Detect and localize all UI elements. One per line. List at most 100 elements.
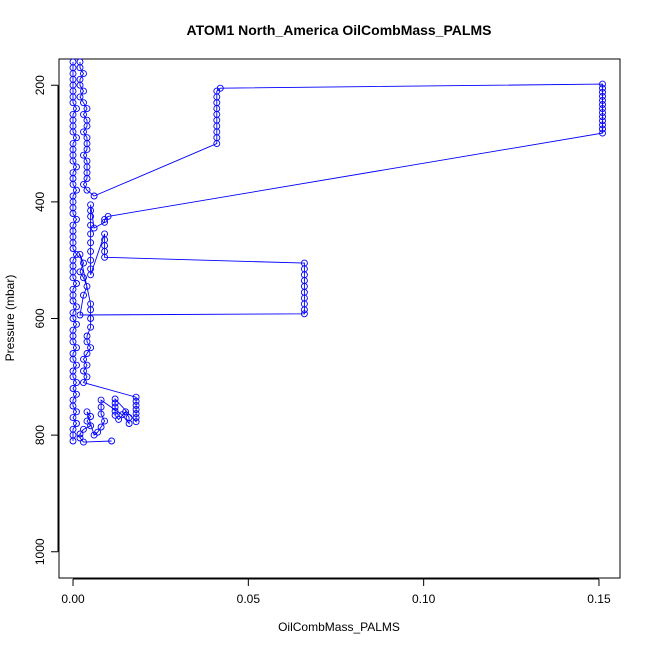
data-point <box>97 403 105 411</box>
data-point <box>76 81 84 89</box>
data-point <box>83 417 91 425</box>
data-point <box>80 355 87 363</box>
data-point <box>69 326 77 334</box>
data-point <box>83 361 91 369</box>
data-point <box>125 420 133 427</box>
data-point <box>73 280 80 287</box>
data-point <box>80 274 87 282</box>
data-point <box>83 122 91 130</box>
data-point <box>87 344 95 352</box>
data-point <box>216 84 224 92</box>
data-point <box>73 163 80 171</box>
y-tick-label: 800 <box>33 425 47 445</box>
data-point <box>73 408 80 416</box>
plot-area <box>69 58 606 446</box>
data-point <box>80 180 87 188</box>
data-point <box>111 407 119 415</box>
data-point <box>83 145 91 153</box>
data-point <box>87 239 95 247</box>
data-point <box>69 285 77 293</box>
chart-title: ATOM1 North_America OilCombMass_PALMS <box>187 22 492 38</box>
data-point <box>69 414 77 422</box>
x-tick-label: 0.05 <box>237 592 261 606</box>
data-point <box>599 113 606 121</box>
data-point <box>87 422 95 430</box>
data-point <box>80 151 87 159</box>
data-point <box>132 393 140 401</box>
data-point <box>599 92 606 100</box>
data-point <box>73 344 80 352</box>
data-point <box>87 306 95 314</box>
data-point <box>73 320 80 328</box>
data-point <box>97 410 105 418</box>
data-point <box>69 309 77 317</box>
data-point <box>87 230 95 238</box>
data-point <box>111 399 119 407</box>
x-tick-label: 0.00 <box>61 592 85 606</box>
y-axis: 200 400 600 800 1000 <box>33 75 59 565</box>
data-point <box>80 379 87 387</box>
data-point <box>101 218 109 226</box>
data-point <box>132 401 140 409</box>
data-point <box>87 315 95 322</box>
data-point <box>97 423 105 431</box>
data-point <box>599 96 606 104</box>
data-point <box>83 338 91 346</box>
data-point <box>599 125 606 133</box>
data-point <box>80 70 87 78</box>
data-point <box>300 306 308 314</box>
data-point <box>80 259 87 267</box>
data-point <box>83 186 91 194</box>
data-point <box>73 250 80 258</box>
x-axis: 0.00 0.05 0.10 0.15 <box>61 578 611 606</box>
data-point <box>87 271 95 279</box>
data-point <box>73 361 80 369</box>
data-point <box>69 256 77 264</box>
data-point <box>87 323 95 331</box>
data-point <box>111 411 119 419</box>
data-point <box>73 134 80 142</box>
data-point <box>76 93 84 101</box>
data-point <box>69 425 77 433</box>
data-point <box>300 310 308 318</box>
series-points <box>69 58 606 446</box>
data-point <box>599 129 606 137</box>
data-point <box>73 186 80 194</box>
y-tick-label: 600 <box>33 308 47 328</box>
plot-frame <box>58 58 621 579</box>
data-point <box>80 110 87 118</box>
data-point <box>80 438 87 446</box>
data-point <box>76 250 84 258</box>
data-point <box>599 80 606 88</box>
data-point <box>132 414 140 422</box>
data-point <box>73 379 80 387</box>
data-point <box>80 99 87 107</box>
data-point <box>599 105 606 113</box>
data-point <box>76 434 84 442</box>
data-point <box>69 140 77 148</box>
data-point <box>108 437 116 445</box>
data-point <box>83 408 91 416</box>
data-point <box>69 221 77 229</box>
data-point <box>87 221 95 229</box>
data-point <box>132 418 140 426</box>
data-point <box>97 396 105 404</box>
data-point <box>101 417 109 425</box>
data-point <box>69 169 77 177</box>
data-point <box>87 413 95 420</box>
data-point <box>76 64 84 72</box>
data-point <box>111 395 119 403</box>
x-tick-label: 0.10 <box>412 592 436 606</box>
data-point <box>83 175 91 182</box>
data-point <box>101 215 109 223</box>
data-point <box>69 367 77 375</box>
data-point <box>76 311 84 319</box>
data-point <box>87 212 95 220</box>
data-point <box>69 350 77 357</box>
data-point <box>76 268 84 276</box>
x-axis-label: OilCombMass_PALMS <box>278 620 400 634</box>
y-tick-label: 400 <box>33 192 47 212</box>
x-tick-label: 0.15 <box>587 592 611 606</box>
data-point <box>80 128 87 136</box>
